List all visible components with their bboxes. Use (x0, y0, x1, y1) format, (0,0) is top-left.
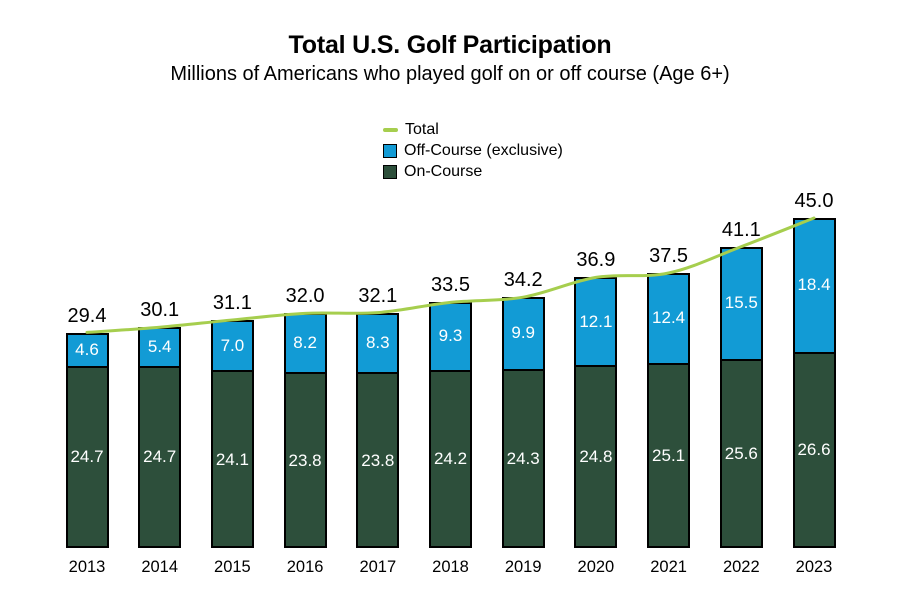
chart-title: Total U.S. Golf Participation (288, 31, 612, 59)
legend: Total Off-Course (exclusive) On-Course (383, 119, 563, 182)
legend-item-off-course: Off-Course (exclusive) (383, 140, 563, 161)
total-value-label: 33.5 (431, 274, 470, 297)
on-course-value-label: 26.6 (797, 440, 831, 460)
year-label-2023: 2023 (795, 558, 833, 576)
legend-item-total: Total (383, 119, 563, 140)
off-course-value-label: 15.5 (724, 293, 758, 313)
off-course-value-label: 8.3 (365, 333, 390, 353)
total-value-label: 29.4 (67, 305, 107, 328)
legend-label-on-course: On-Course (404, 162, 483, 180)
total-value-label: 31.1 (212, 291, 252, 314)
off-course-value-label: 8.2 (293, 333, 317, 353)
total-value-label: 41.1 (721, 218, 761, 241)
year-label-2018: 2018 (432, 558, 469, 576)
on-course-value-label: 23.8 (361, 450, 395, 470)
on-course-value-label: 24.1 (215, 449, 249, 469)
on-course-value-label: 23.8 (288, 450, 322, 470)
off-course-value-label: 18.4 (797, 275, 831, 295)
year-label-2014: 2014 (141, 558, 179, 576)
chart-subtitle: Millions of Americans who played golf on… (170, 63, 730, 85)
year-label-2013: 2013 (68, 558, 106, 576)
off-course-value-label: 12.1 (579, 311, 613, 331)
on-course-value-label: 24.7 (70, 447, 104, 467)
total-value-label: 32.0 (285, 285, 325, 308)
bar-segment-off-course-2013 (65, 333, 109, 368)
year-label-2016: 2016 (286, 558, 324, 576)
on-course-swatch-icon (383, 164, 397, 179)
off-course-value-label: 4.6 (75, 339, 99, 359)
on-course-value-label: 25.6 (724, 444, 758, 464)
total-line-swatch-icon (383, 127, 398, 132)
year-label-2019: 2019 (504, 558, 542, 576)
total-value-label: 30.1 (140, 299, 180, 322)
on-course-value-label: 24.8 (579, 447, 613, 467)
year-label-2020: 2020 (577, 558, 615, 576)
off-course-value-label: 12.4 (652, 308, 686, 328)
legend-item-on-course: On-Course (383, 161, 563, 182)
on-course-value-label: 24.3 (506, 448, 540, 468)
on-course-value-label: 24.7 (143, 447, 177, 467)
off-course-value-label: 9.9 (511, 323, 535, 343)
year-label-2021: 2021 (650, 558, 687, 576)
bar-2013 (65, 333, 109, 548)
legend-label-total: Total (405, 120, 439, 138)
year-label-2022: 2022 (722, 558, 760, 576)
off-course-swatch-icon (383, 143, 397, 158)
total-value-label: 45.0 (794, 190, 834, 212)
off-course-value-label: 9.3 (438, 326, 463, 346)
on-course-value-label: 24.2 (433, 449, 468, 469)
year-label-2015: 2015 (214, 558, 251, 576)
legend-label-off-course: Off-Course (exclusive) (404, 141, 563, 159)
off-course-value-label: 7.0 (220, 335, 245, 355)
year-label-2017: 2017 (359, 558, 397, 576)
off-course-value-label: 5.4 (147, 337, 172, 357)
total-value-label: 36.9 (576, 249, 616, 272)
on-course-value-label: 25.1 (652, 445, 686, 465)
total-value-label: 32.1 (358, 284, 398, 307)
total-value-label: 34.2 (503, 269, 543, 292)
total-value-label: 37.5 (649, 245, 689, 267)
